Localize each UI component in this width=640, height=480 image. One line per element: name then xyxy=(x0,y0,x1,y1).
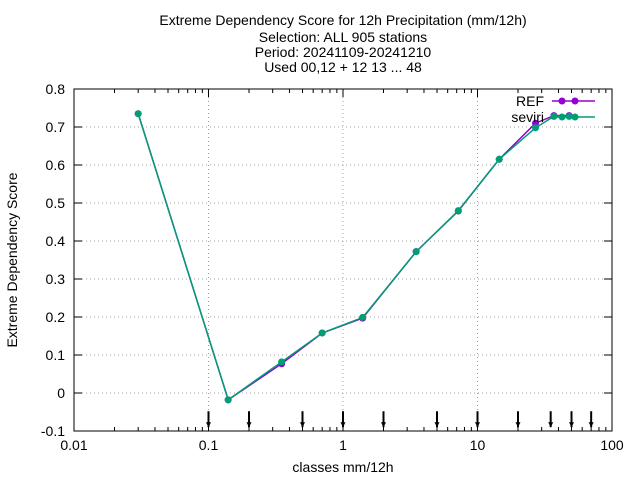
class-markers xyxy=(206,411,594,428)
class-marker-arrowhead xyxy=(548,422,554,428)
class-marker-arrowhead xyxy=(380,422,386,428)
x-tick-label: 10 xyxy=(470,437,486,453)
y-axis-label: Extreme Dependency Score xyxy=(4,172,20,347)
title-line-2: Selection: ALL 905 stations xyxy=(259,29,427,45)
data-point-seviri xyxy=(495,155,503,163)
legend-label-seviri: seviri xyxy=(511,109,544,125)
y-tick-label: 0.3 xyxy=(46,271,66,287)
chart-title: Extreme Dependency Score for 12h Precipi… xyxy=(159,12,526,75)
title-line-4: Used 00,12 + 12 13 ... 48 xyxy=(264,59,422,75)
x-tick-label: 0.01 xyxy=(60,437,87,453)
axes: 0.01 0.1 1 10 100 -0.1 0 0.1 0.2 0.3 0.4 0.5 0.6 0.7 0… xyxy=(41,81,624,453)
data-point-seviri xyxy=(224,396,232,404)
title-line-1: Extreme Dependency Score for 12h Precipi… xyxy=(159,12,526,28)
series-line-seviri xyxy=(137,113,570,402)
legend-label-ref: REF xyxy=(516,93,544,109)
legend-marker-seviri xyxy=(558,113,566,121)
y-tick-label: 0.4 xyxy=(46,233,66,249)
series-line-ref xyxy=(137,113,570,401)
y-tick-label: 0.6 xyxy=(46,157,66,173)
class-marker-arrowhead xyxy=(434,422,440,428)
legend-marker-ref xyxy=(571,97,579,105)
class-marker-arrowhead xyxy=(569,422,575,428)
data-point-seviri xyxy=(454,207,462,215)
grid xyxy=(74,89,612,431)
class-marker-arrowhead xyxy=(246,422,252,428)
data-point-seviri xyxy=(412,248,420,256)
x-tick-label: 1 xyxy=(339,437,347,453)
class-marker-arrowhead xyxy=(340,422,346,428)
y-tick-label: 0.2 xyxy=(46,309,66,325)
series-group xyxy=(134,110,573,404)
plot-frame xyxy=(73,88,613,432)
x-tick-label: 0.1 xyxy=(199,437,219,453)
data-point-seviri xyxy=(278,358,286,366)
class-marker-arrowhead xyxy=(206,422,211,428)
y-tick-label: -0.1 xyxy=(41,423,65,439)
legend-marker-ref xyxy=(558,97,566,105)
y-tick-label: 0.5 xyxy=(46,195,66,211)
title-line-3: Period: 20241109-20241210 xyxy=(255,44,432,60)
data-point-seviri xyxy=(532,124,540,132)
class-marker-arrowhead xyxy=(475,422,480,428)
x-axis-label: classes mm/12h xyxy=(292,459,393,475)
y-tick-label: 0 xyxy=(57,385,65,401)
x-tick-label: 100 xyxy=(600,437,624,453)
y-tick-label: 0.8 xyxy=(46,81,66,97)
class-marker-arrowhead xyxy=(588,422,594,428)
data-point-seviri xyxy=(318,329,326,337)
data-point-seviri xyxy=(134,110,142,118)
data-point-seviri xyxy=(359,313,367,321)
class-marker-arrowhead xyxy=(515,422,521,428)
legend-marker-seviri xyxy=(571,113,579,121)
y-tick-label: 0.7 xyxy=(46,119,66,135)
class-marker-arrowhead xyxy=(300,422,306,428)
y-tick-label: 0.1 xyxy=(46,347,66,363)
